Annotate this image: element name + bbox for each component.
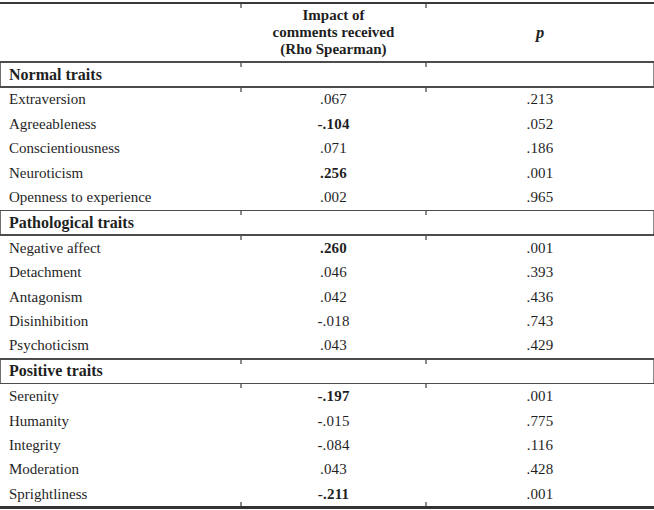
table-row: Disinhibition -.018 .743 — [0, 309, 654, 333]
section-header-positive-traits: Positive traits — [0, 360, 654, 383]
trait-name-cell: Integrity — [0, 437, 241, 454]
rho-value-cell: .046 — [241, 264, 426, 281]
rho-value-cell: .043 — [241, 461, 426, 478]
header-bottom-rule — [0, 61, 654, 63]
trait-name-cell: Antagonism — [0, 289, 241, 306]
column-header-p: p — [426, 23, 654, 43]
rho-value-cell: -.084 — [241, 437, 426, 454]
p-value-cell: .743 — [426, 313, 654, 330]
trait-name-cell: Openness to experience — [0, 189, 241, 206]
trait-name-cell: Psychoticism — [0, 337, 241, 354]
table-top-border — [0, 2, 654, 4]
rho-value-cell: .256 — [241, 165, 426, 182]
table-row: Openness to experience .002 .965 — [0, 185, 654, 209]
paper-statistics-table: Impact of comments received (Rho Spearma… — [0, 0, 654, 510]
table-row: Detachment .046 .393 — [0, 260, 654, 284]
rho-value-cell: .071 — [241, 140, 426, 157]
trait-name-cell: Sprightliness — [0, 486, 241, 503]
table-row: Humanity -.015 .775 — [0, 409, 654, 433]
rho-value-cell: -.015 — [241, 413, 426, 430]
section-rule — [0, 358, 654, 360]
p-value-cell: .429 — [426, 337, 654, 354]
trait-name-cell: Moderation — [0, 461, 241, 478]
p-value-cell: .001 — [426, 388, 654, 405]
table-header-row: Impact of comments received (Rho Spearma… — [0, 4, 654, 61]
p-value-cell: .001 — [426, 165, 654, 182]
rho-value-cell: .067 — [241, 91, 426, 108]
rho-value-cell: -.104 — [241, 116, 426, 133]
table-row: Agreeableness -.104 .052 — [0, 112, 654, 136]
p-value-cell: .436 — [426, 289, 654, 306]
trait-name-cell: Humanity — [0, 413, 241, 430]
section-label: Positive traits — [9, 362, 103, 380]
trait-name-cell: Neuroticism — [0, 165, 241, 182]
p-value-cell: .186 — [426, 140, 654, 157]
rho-value-cell: .043 — [241, 337, 426, 354]
table-row: Extraversion .067 .213 — [0, 88, 654, 112]
trait-name-cell: Extraversion — [0, 91, 241, 108]
section-rule — [0, 383, 654, 385]
table-row: Serenity -.197 .001 — [0, 384, 654, 408]
p-value-cell: .213 — [426, 91, 654, 108]
p-value-cell: .116 — [426, 437, 654, 454]
trait-name-cell: Conscientiousness — [0, 140, 241, 157]
p-value-cell: .965 — [426, 189, 654, 206]
rho-value-cell: .042 — [241, 289, 426, 306]
table-row: Conscientiousness .071 .186 — [0, 137, 654, 161]
trait-name-cell: Agreeableness — [0, 116, 241, 133]
table-row: Psychoticism .043 .429 — [0, 334, 654, 358]
section-rule — [0, 86, 654, 88]
rho-value-cell: .260 — [241, 240, 426, 257]
trait-name-cell: Serenity — [0, 388, 241, 405]
rho-value-cell: .002 — [241, 189, 426, 206]
p-value-cell: .428 — [426, 461, 654, 478]
table-row: Negative affect .260 .001 — [0, 236, 654, 260]
table-row: Antagonism .042 .436 — [0, 285, 654, 309]
rho-value-cell: -.211 — [241, 486, 426, 503]
section-label: Pathological traits — [9, 214, 134, 232]
table-row: Neuroticism .256 .001 — [0, 161, 654, 185]
table-bottom-border — [0, 506, 654, 509]
p-value-cell: .001 — [426, 240, 654, 257]
column-header-rho-spearman: Impact of comments received (Rho Spearma… — [241, 7, 426, 58]
rho-value-cell: -.197 — [241, 388, 426, 405]
trait-name-cell: Negative affect — [0, 240, 241, 257]
table-row: Sprightliness -.211 .001 — [0, 482, 654, 506]
rho-value-cell: -.018 — [241, 313, 426, 330]
trait-name-cell: Disinhibition — [0, 313, 241, 330]
p-value-cell: .393 — [426, 264, 654, 281]
section-rule — [0, 210, 654, 212]
p-value-cell: .775 — [426, 413, 654, 430]
table-row: Moderation .043 .428 — [0, 458, 654, 482]
trait-name-cell: Detachment — [0, 264, 241, 281]
section-rule — [0, 234, 654, 236]
table-row: Integrity -.084 .116 — [0, 433, 654, 457]
p-value-cell: .001 — [426, 486, 654, 503]
section-header-pathological-traits: Pathological traits — [0, 211, 654, 234]
p-value-cell: .052 — [426, 116, 654, 133]
section-label: Normal traits — [9, 66, 102, 84]
section-header-normal-traits: Normal traits — [0, 63, 654, 86]
